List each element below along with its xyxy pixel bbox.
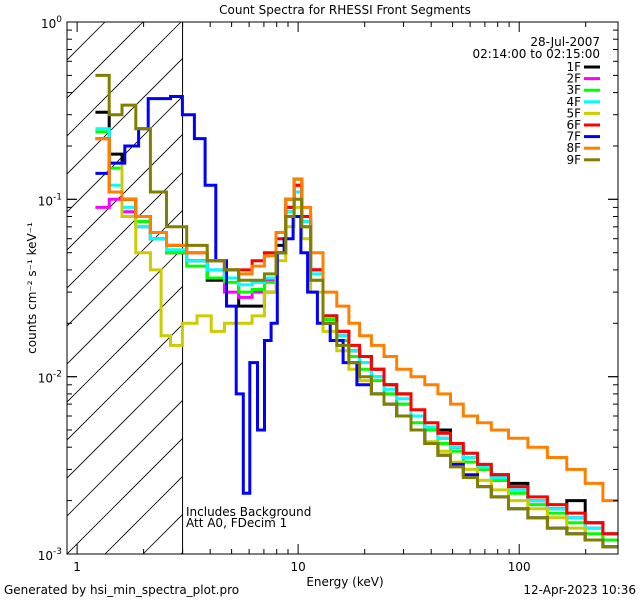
date-label: 28-Jul-2007: [530, 35, 600, 49]
axis-ticks: 1 10 100 10-3 10-2 10-1 100: [38, 15, 618, 574]
hatch-line: [67, 247, 183, 365]
hatch-line: [67, 22, 144, 99]
footer-timestamp: 12-Apr-2023 10:36: [523, 583, 636, 597]
hatch-region: [67, 22, 184, 554]
hatch-line: [67, 285, 183, 403]
annotation-background: Includes Background: [186, 505, 311, 519]
legend-label-1F: 1F: [566, 60, 581, 74]
y-axis-label: counts cm⁻² s⁻¹ keV⁻¹: [25, 222, 39, 354]
hatch-line: [67, 399, 183, 517]
y-tick-label: 10-2: [38, 370, 62, 386]
legend-label-5F: 5F: [566, 106, 581, 120]
legend-label-8F: 8F: [566, 141, 581, 155]
series-line-6F: [95, 137, 618, 536]
legend-label-9F: 9F: [566, 153, 581, 167]
hatch-line: [67, 22, 106, 61]
time-range-label: 02:14:00 to 02:15:00: [473, 47, 600, 61]
hatch-line: [104, 475, 183, 554]
hatch-line: [67, 361, 183, 479]
hatch-line: [67, 22, 182, 137]
x-tick-label: 10: [290, 560, 305, 574]
hatch-line: [67, 171, 183, 289]
series-group: [95, 73, 618, 549]
hatch-line: [67, 95, 183, 213]
series-line-9F: [95, 73, 618, 549]
legend-label-4F: 4F: [566, 95, 581, 109]
series-line-8F: [95, 137, 618, 503]
annotation-attenuator: Att A0, FDecim 1: [186, 516, 287, 530]
x-tick-label: 100: [508, 560, 531, 574]
chart-title: Count Spectra for RHESSI Front Segments: [219, 3, 471, 17]
legend-label-7F: 7F: [566, 130, 581, 144]
x-axis-label: Energy (keV): [306, 575, 383, 589]
hatch-line: [67, 209, 183, 327]
y-tick-label: 100: [41, 15, 62, 31]
series-line-4F: [95, 127, 618, 536]
footer-generated: Generated by hsi_min_spectra_plot.pro: [4, 583, 239, 597]
legend-label-2F: 2F: [566, 72, 581, 86]
series-line-3F: [95, 130, 618, 542]
series-line-7F: [95, 95, 618, 549]
x-tick-label: 1: [73, 560, 81, 574]
y-tick-label: 10-1: [38, 192, 62, 208]
y-tick-label: 10-3: [38, 547, 62, 563]
hatch-line: [67, 57, 183, 175]
legend-label-6F: 6F: [566, 118, 581, 132]
plot-frame: [66, 21, 619, 555]
hatch-line: [142, 513, 183, 554]
legend-label-3F: 3F: [566, 83, 581, 97]
hatch-line: [67, 437, 183, 554]
